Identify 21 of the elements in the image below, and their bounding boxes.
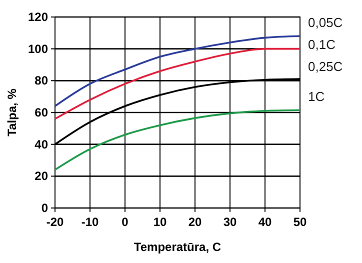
- x-tick-label: 30: [223, 215, 237, 229]
- y-tick-label: 0: [41, 201, 48, 215]
- y-axis-title: Talpa, %: [5, 88, 19, 136]
- x-axis-title: Temperatūra, C: [134, 240, 222, 254]
- y-tick-label: 120: [28, 10, 48, 24]
- x-tick-label: 50: [293, 215, 307, 229]
- series-label: 1C: [308, 89, 325, 104]
- y-tick-label: 20: [34, 169, 48, 184]
- series-label: 0,1C: [308, 37, 336, 52]
- series-label: 0,05C: [308, 15, 343, 30]
- x-tick-label: 10: [153, 215, 167, 229]
- x-tick-label: 0: [122, 215, 129, 229]
- x-tick-label: 40: [258, 215, 272, 229]
- x-tick-label: -10: [81, 215, 99, 229]
- y-tick-label: 60: [34, 106, 48, 120]
- y-tick-label: 40: [34, 137, 48, 152]
- series-label: 0,25C: [308, 59, 343, 74]
- y-tick-label: 80: [34, 74, 48, 88]
- x-tick-label: 20: [188, 215, 202, 229]
- y-tick-label: 100: [28, 42, 48, 56]
- x-tick-label: -20: [46, 215, 64, 229]
